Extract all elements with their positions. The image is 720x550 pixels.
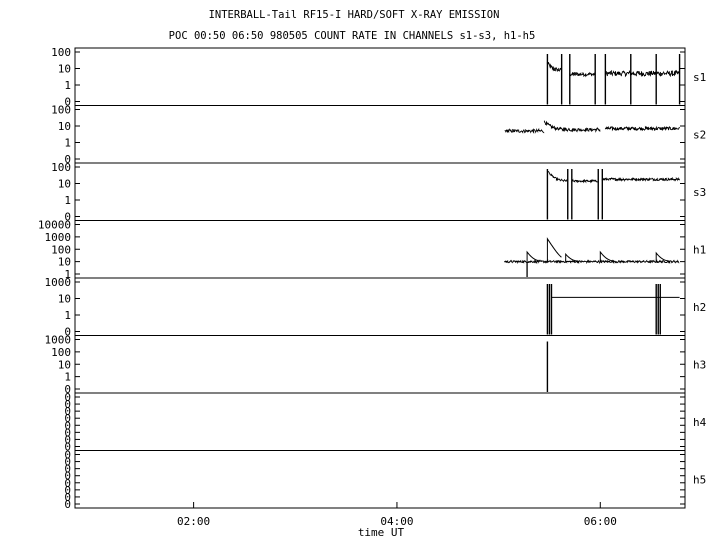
y-tick-label: 10000 bbox=[38, 219, 71, 232]
panel-frame-h5 bbox=[74, 450, 686, 509]
series-s3-segment bbox=[571, 178, 599, 184]
panel-stack: 1001010s11001010s21001010s31000010001001… bbox=[38, 46, 707, 511]
y-tick-label: 10 bbox=[58, 256, 71, 269]
panel-frame-h3 bbox=[74, 335, 686, 394]
chart-title: INTERBALL-Tail RF15-I HARD/SOFT X-RAY EM… bbox=[209, 9, 500, 21]
y-tick-label: 0 bbox=[64, 426, 71, 439]
series-s1-segment bbox=[546, 61, 562, 72]
y-tick-label: 0 bbox=[64, 433, 71, 446]
series-s1-segment bbox=[604, 69, 680, 78]
y-tick-label: 0 bbox=[64, 405, 71, 418]
series-h1-bump bbox=[655, 251, 671, 262]
y-tick-label: 1000 bbox=[45, 334, 72, 347]
panel-frame-s3 bbox=[74, 162, 686, 221]
panel-frame-h4 bbox=[74, 392, 686, 451]
y-tick-label: 0 bbox=[64, 470, 71, 483]
panel-frame-s2 bbox=[74, 105, 686, 164]
y-tick-label: 0 bbox=[64, 412, 71, 425]
y-tick-label: 1 bbox=[64, 137, 71, 150]
panel-label-h3: h3 bbox=[693, 358, 706, 371]
y-tick-label: 1 bbox=[64, 309, 71, 322]
y-tick-label: 0 bbox=[64, 449, 71, 462]
y-tick-label: 10 bbox=[58, 293, 71, 306]
y-tick-label: 1000 bbox=[45, 231, 72, 244]
y-tick-label: 0 bbox=[64, 96, 71, 109]
y-tick-label: 100 bbox=[51, 46, 71, 59]
panel-frame-h1 bbox=[74, 220, 686, 279]
y-tick-label: 0 bbox=[64, 441, 71, 454]
y-tick-label: 1 bbox=[64, 371, 71, 384]
panel-label-s2: s2 bbox=[693, 128, 706, 141]
panel-label-s3: s3 bbox=[693, 186, 706, 199]
x-tick-label: 02:00 bbox=[177, 515, 210, 528]
y-tick-label: 10 bbox=[58, 120, 71, 133]
y-tick-label: 1 bbox=[64, 79, 71, 92]
x-tick-label: 06:00 bbox=[584, 515, 617, 528]
y-tick-label: 0 bbox=[64, 419, 71, 432]
panel-frame-h2 bbox=[74, 277, 686, 336]
y-tick-label: 100 bbox=[51, 346, 71, 359]
series-s3-segment bbox=[546, 170, 568, 183]
panel-label-h5: h5 bbox=[693, 473, 706, 486]
panel-frame-s1 bbox=[74, 47, 686, 106]
y-tick-label: 0 bbox=[64, 491, 71, 504]
y-tick-label: 0 bbox=[64, 477, 71, 490]
panel-label-h2: h2 bbox=[693, 301, 706, 314]
panel-label-s1: s1 bbox=[693, 71, 706, 84]
y-tick-label: 0 bbox=[64, 153, 71, 166]
y-tick-label: 10 bbox=[58, 63, 71, 76]
series-s3-segment bbox=[601, 176, 680, 182]
y-tick-label: 100 bbox=[51, 243, 71, 256]
y-tick-label: 0 bbox=[64, 211, 71, 224]
y-tick-label: 0 bbox=[64, 456, 71, 469]
series-h1-segment bbox=[504, 259, 680, 265]
y-tick-label: 100 bbox=[51, 104, 71, 117]
y-tick-label: 0 bbox=[64, 498, 71, 511]
y-tick-label: 0 bbox=[64, 398, 71, 411]
series-h1-bump bbox=[599, 250, 615, 262]
x-tick-label: 04:00 bbox=[380, 515, 413, 528]
x-axis-label: time UT bbox=[358, 526, 405, 539]
y-tick-label: 0 bbox=[64, 463, 71, 476]
series-s2-segment bbox=[604, 125, 680, 132]
chart-subtitle: POC 00:50 06:50 980505 COUNT RATE IN CHA… bbox=[169, 30, 536, 42]
series-s1-segment bbox=[569, 71, 596, 78]
series-h1-bump bbox=[526, 250, 542, 262]
series-s2-segment bbox=[569, 126, 601, 133]
y-tick-label: 1000 bbox=[45, 276, 72, 289]
y-tick-label: 10 bbox=[58, 358, 71, 371]
y-tick-label: 1 bbox=[64, 194, 71, 207]
series-s2-segment bbox=[543, 120, 570, 133]
time-axis: 02:00 04:00 06:00 bbox=[177, 502, 617, 528]
panel-label-h1: h1 bbox=[693, 243, 706, 256]
panel-label-h4: h4 bbox=[693, 416, 707, 429]
series-h1-bump bbox=[546, 237, 562, 262]
y-tick-label: 0 bbox=[64, 391, 71, 404]
y-tick-label: 10 bbox=[58, 178, 71, 191]
series-h1-bump bbox=[565, 252, 580, 262]
series-s2-segment bbox=[504, 127, 545, 134]
y-tick-label: 0 bbox=[64, 383, 71, 396]
y-tick-label: 0 bbox=[64, 484, 71, 497]
y-tick-label: 0 bbox=[64, 326, 71, 339]
y-tick-label: 100 bbox=[51, 161, 71, 174]
y-tick-label: 1 bbox=[64, 268, 71, 281]
